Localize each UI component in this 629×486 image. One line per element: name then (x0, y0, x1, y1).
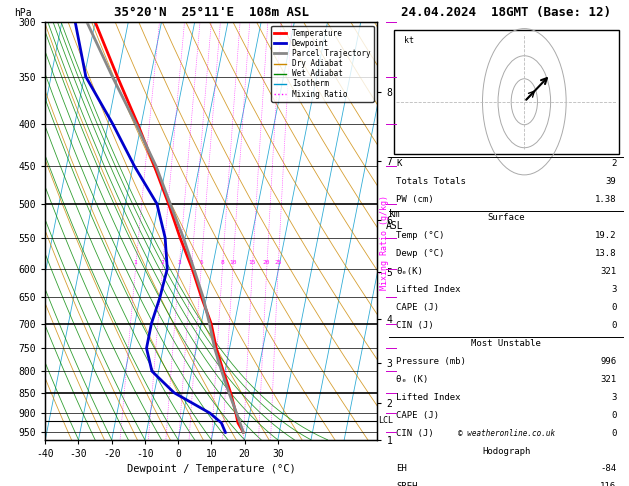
Text: 3: 3 (177, 260, 181, 265)
Text: CAPE (J): CAPE (J) (396, 411, 440, 419)
Text: kt: kt (404, 36, 413, 46)
Text: Lifted Index: Lifted Index (396, 285, 461, 294)
Text: 10: 10 (229, 260, 237, 265)
Text: SREH: SREH (396, 483, 418, 486)
Text: 0: 0 (611, 429, 616, 437)
Text: Hodograph: Hodograph (482, 447, 530, 455)
Text: 116: 116 (600, 483, 616, 486)
Text: 3: 3 (611, 393, 616, 401)
Text: Surface: Surface (487, 213, 525, 222)
Text: 8: 8 (220, 260, 224, 265)
Text: 5: 5 (199, 260, 203, 265)
Text: 39: 39 (606, 177, 616, 186)
Bar (394, 30, 619, 154)
Text: 25: 25 (274, 260, 282, 265)
Text: hPa: hPa (14, 8, 31, 17)
Text: θₑ (K): θₑ (K) (396, 375, 428, 383)
Text: CIN (J): CIN (J) (396, 321, 434, 330)
Text: LCL: LCL (379, 417, 393, 425)
Text: θₑ(K): θₑ(K) (396, 267, 423, 276)
Text: 321: 321 (600, 267, 616, 276)
Text: 13.8: 13.8 (595, 249, 616, 258)
Text: 996: 996 (600, 357, 616, 365)
Text: EH: EH (396, 465, 407, 473)
Text: Lifted Index: Lifted Index (396, 393, 461, 401)
Text: © weatheronline.co.uk: © weatheronline.co.uk (458, 429, 555, 438)
Text: 0: 0 (611, 303, 616, 312)
Text: 2: 2 (611, 159, 616, 168)
Text: PW (cm): PW (cm) (396, 195, 434, 204)
Text: K: K (396, 159, 402, 168)
Text: 3: 3 (611, 285, 616, 294)
Text: CAPE (J): CAPE (J) (396, 303, 440, 312)
Text: Dewp (°C): Dewp (°C) (396, 249, 445, 258)
Text: Mixing Ratio (g/kg): Mixing Ratio (g/kg) (381, 195, 389, 291)
Text: Temp (°C): Temp (°C) (396, 231, 445, 240)
Text: 24.04.2024  18GMT (Base: 12): 24.04.2024 18GMT (Base: 12) (401, 6, 611, 19)
Text: Most Unstable: Most Unstable (471, 339, 542, 347)
Text: 4: 4 (189, 260, 193, 265)
Text: 35°20'N  25°11'E  108m ASL: 35°20'N 25°11'E 108m ASL (114, 6, 309, 19)
Text: 0: 0 (611, 411, 616, 419)
Legend: Temperature, Dewpoint, Parcel Trajectory, Dry Adiabat, Wet Adiabat, Isotherm, Mi: Temperature, Dewpoint, Parcel Trajectory… (271, 26, 374, 102)
Text: 15: 15 (248, 260, 256, 265)
X-axis label: Dewpoint / Temperature (°C): Dewpoint / Temperature (°C) (127, 465, 296, 474)
Text: -84: -84 (600, 465, 616, 473)
Text: 0: 0 (611, 321, 616, 330)
Y-axis label: km
ASL: km ASL (386, 209, 404, 231)
Text: 1: 1 (134, 260, 137, 265)
Text: 19.2: 19.2 (595, 231, 616, 240)
Text: CIN (J): CIN (J) (396, 429, 434, 437)
Text: 1.38: 1.38 (595, 195, 616, 204)
Text: 2: 2 (160, 260, 164, 265)
Text: 321: 321 (600, 375, 616, 383)
Text: Pressure (mb): Pressure (mb) (396, 357, 466, 365)
Text: 20: 20 (263, 260, 270, 265)
Text: Totals Totals: Totals Totals (396, 177, 466, 186)
